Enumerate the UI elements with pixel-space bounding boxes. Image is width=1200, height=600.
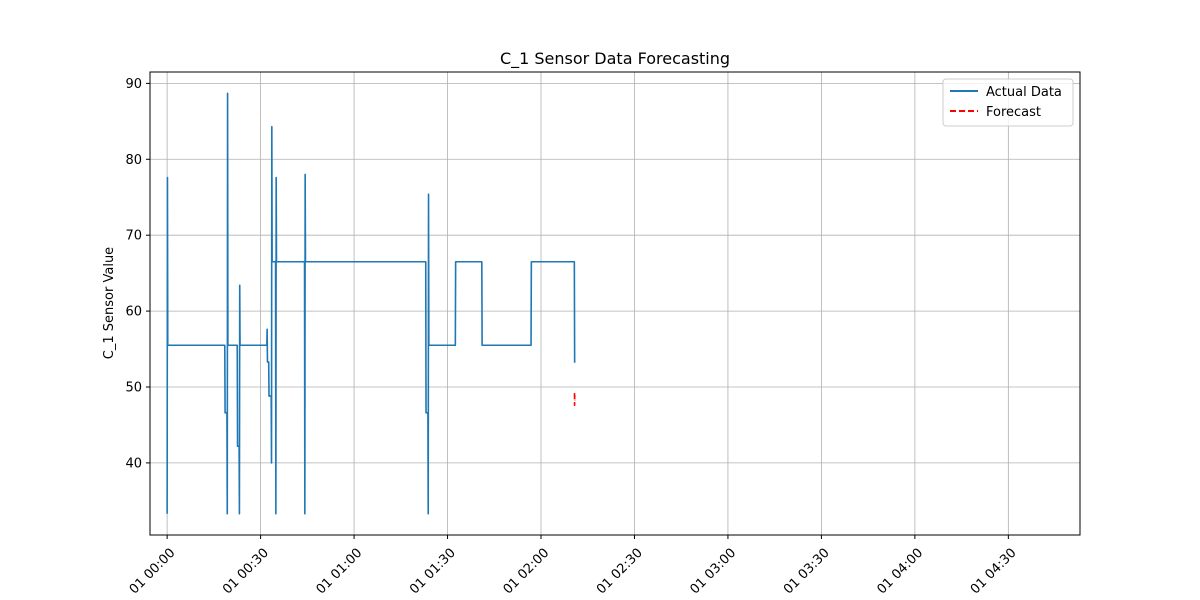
plot-area (166, 92, 576, 515)
x-tick-label: 01 04:00 (874, 546, 926, 598)
legend-label-actual: Actual Data (986, 85, 1062, 100)
series-line-actual (166, 92, 576, 515)
y-axis: 40 50 60 70 80 90 (125, 77, 150, 471)
x-axis: 01 00:00 01 00:30 01 01:00 01 01:30 01 02:00… (127, 535, 1020, 597)
y-tick-label: 90 (125, 77, 142, 92)
x-tick-label: 01 02:30 (594, 546, 646, 598)
x-tick-label: 01 03:00 (687, 546, 739, 598)
y-tick-label: 40 (125, 456, 142, 471)
x-tick-label: 01 00:00 (127, 546, 179, 598)
x-tick-label: 01 01:00 (314, 546, 366, 598)
x-tick-label: 01 02:00 (501, 546, 553, 598)
x-tick-label: 01 01:30 (407, 546, 459, 598)
y-tick-label: 60 (125, 305, 142, 320)
legend: Actual Data Forecast (942, 78, 1074, 127)
x-tick-label: 01 00:30 (220, 546, 272, 598)
grid (150, 72, 1080, 535)
plot-frame (149, 71, 1081, 536)
y-tick-label: 50 (125, 380, 142, 395)
chart-title: C_1 Sensor Data Forecasting (500, 49, 730, 69)
x-tick-label: 01 03:30 (781, 546, 833, 598)
legend-label-forecast: Forecast (986, 105, 1041, 120)
y-axis-label: C_1 Sensor Value (102, 247, 117, 359)
x-tick-label: 01 04:30 (968, 546, 1020, 598)
y-tick-label: 70 (125, 229, 142, 244)
y-tick-label: 80 (125, 153, 142, 168)
